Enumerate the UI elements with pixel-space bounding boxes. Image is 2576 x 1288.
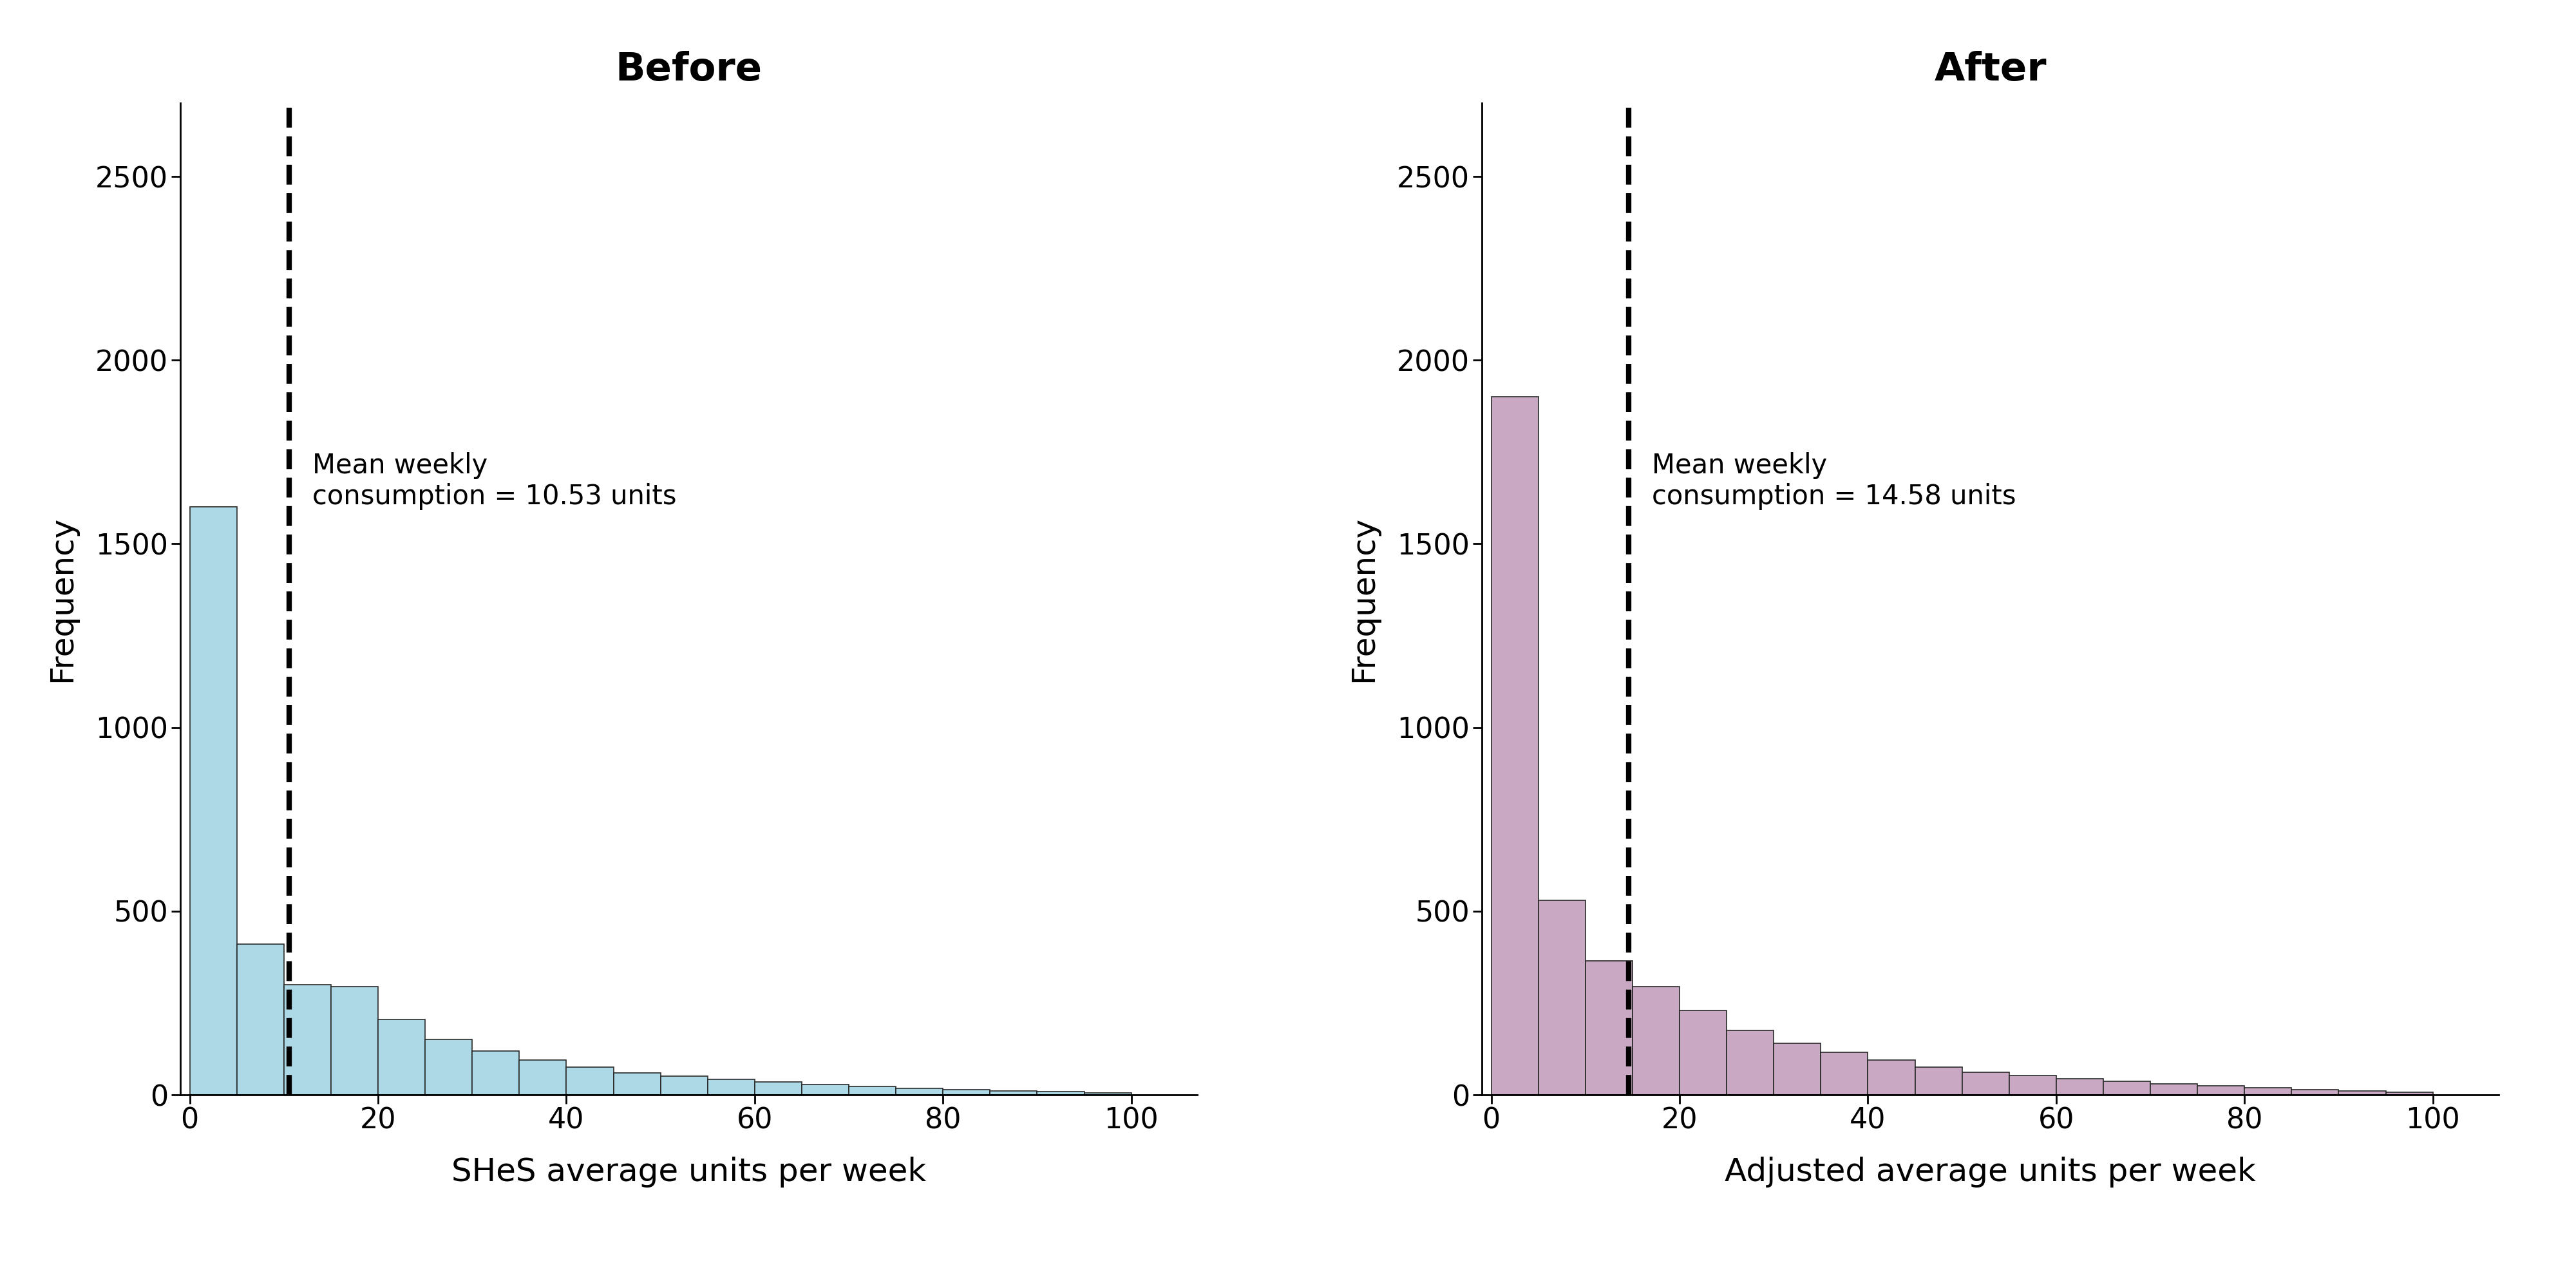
Bar [801,1084,850,1095]
Bar [1775,1043,1821,1095]
Bar [379,1020,425,1095]
Bar [1868,1060,1914,1095]
Text: Mean weekly
consumption = 10.53 units: Mean weekly consumption = 10.53 units [312,452,677,510]
Bar [2339,1091,2385,1095]
Y-axis label: Frequency: Frequency [1347,515,1378,683]
Bar [1538,900,1584,1095]
Bar [237,944,283,1095]
Title: After: After [1935,52,2045,89]
Bar [2197,1086,2244,1095]
Bar [2056,1078,2102,1095]
Bar [989,1091,1038,1095]
Bar [1914,1068,1963,1095]
Bar [1821,1052,1868,1095]
Bar [850,1087,896,1095]
Bar [2385,1092,2432,1095]
Bar [1680,1010,1726,1095]
Bar [755,1082,801,1095]
Bar [1726,1030,1775,1095]
Bar [896,1088,943,1095]
Bar [2151,1083,2197,1095]
Bar [1492,397,1538,1095]
Bar [520,1060,567,1095]
Bar [567,1068,613,1095]
X-axis label: Adjusted average units per week: Adjusted average units per week [1726,1157,2257,1188]
Bar [2102,1081,2151,1095]
Bar [330,987,379,1095]
Bar [2009,1075,2056,1095]
Text: Mean weekly
consumption = 14.58 units: Mean weekly consumption = 14.58 units [1651,452,2017,510]
Bar [1963,1072,2009,1095]
Bar [659,1077,708,1095]
Bar [471,1051,520,1095]
Bar [191,507,237,1095]
Title: Before: Before [616,52,762,89]
X-axis label: SHeS average units per week: SHeS average units per week [451,1157,927,1188]
Bar [613,1073,659,1095]
Bar [943,1090,989,1095]
Bar [1084,1092,1131,1095]
Bar [283,984,330,1095]
Bar [708,1079,755,1095]
Y-axis label: Frequency: Frequency [46,515,77,683]
Bar [1633,987,1680,1095]
Bar [425,1039,471,1095]
Bar [2293,1090,2339,1095]
Bar [1038,1092,1084,1095]
Bar [1584,961,1633,1095]
Bar [2244,1088,2293,1095]
